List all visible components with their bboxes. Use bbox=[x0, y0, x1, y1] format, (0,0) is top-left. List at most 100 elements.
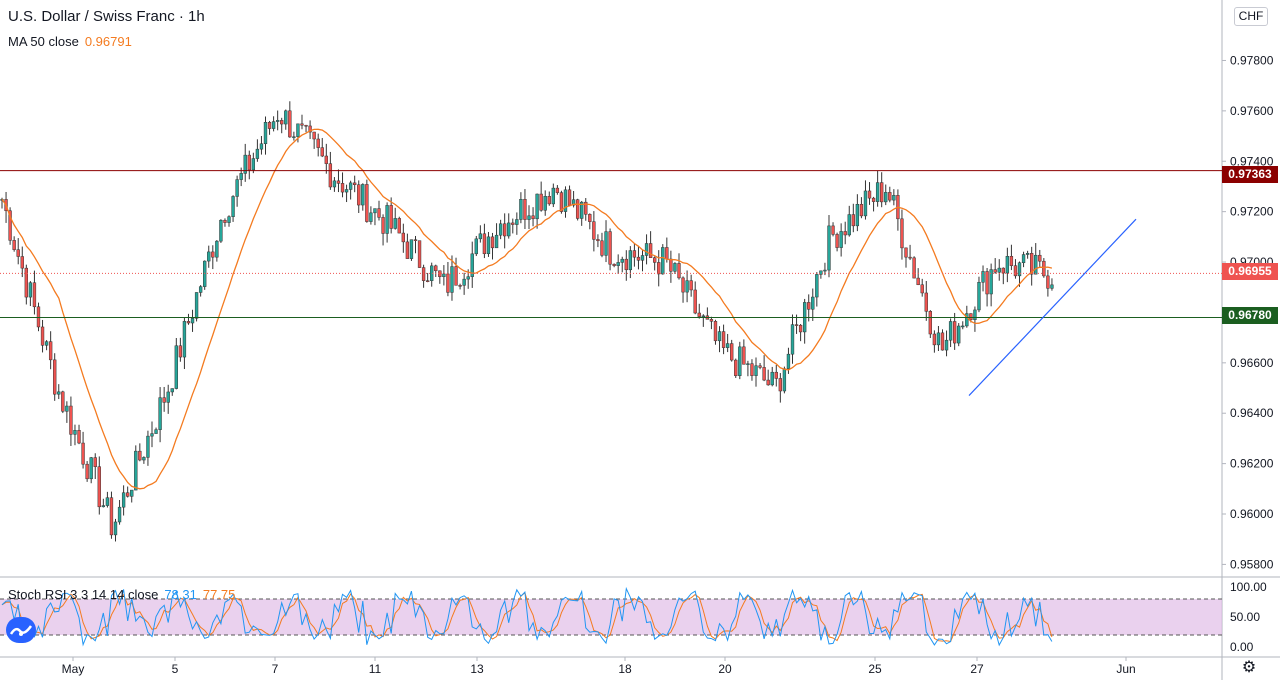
gear-icon[interactable]: ⚙ bbox=[1241, 659, 1257, 676]
candle-body bbox=[182, 321, 187, 358]
candle-body bbox=[409, 239, 414, 259]
candle-body bbox=[640, 255, 645, 261]
candle-body bbox=[973, 309, 977, 321]
candle-body bbox=[730, 343, 734, 361]
candle-body bbox=[957, 325, 961, 344]
candle-body bbox=[774, 371, 778, 379]
candle-body bbox=[843, 231, 847, 236]
candle-body bbox=[977, 281, 981, 311]
candle-body bbox=[847, 214, 851, 236]
candle-body bbox=[535, 193, 539, 220]
time-tick-label: 27 bbox=[970, 662, 984, 676]
candle-body bbox=[823, 269, 827, 272]
candle-body bbox=[482, 233, 487, 255]
ma-legend: MA 50 close 0.96791 bbox=[8, 34, 132, 49]
candle-body bbox=[677, 263, 681, 279]
candle-body bbox=[1009, 256, 1014, 266]
candle-body bbox=[490, 236, 495, 249]
candle-body bbox=[794, 324, 799, 326]
candle-body bbox=[673, 263, 677, 272]
time-tick-label: 20 bbox=[718, 662, 732, 676]
candle-body bbox=[596, 239, 600, 242]
candle-body bbox=[807, 302, 811, 310]
tradingview-logo-icon[interactable] bbox=[6, 617, 36, 643]
candle-body bbox=[884, 192, 888, 203]
candle-body bbox=[57, 391, 61, 395]
candle-body bbox=[523, 199, 527, 220]
candle-body bbox=[498, 223, 503, 236]
candle-body bbox=[267, 122, 272, 129]
candle-body bbox=[503, 223, 507, 237]
candle-body bbox=[186, 321, 191, 324]
candle-body bbox=[454, 266, 458, 286]
candle-body bbox=[170, 388, 174, 393]
support-price-tag: 0.96780 bbox=[1222, 307, 1278, 324]
candle-body bbox=[1050, 284, 1054, 289]
candle-body bbox=[81, 442, 85, 465]
candle-body bbox=[178, 345, 183, 358]
candle-body bbox=[373, 208, 377, 214]
candle-body bbox=[547, 196, 551, 205]
candle-body bbox=[288, 110, 292, 138]
candle-body bbox=[1017, 262, 1022, 277]
stoch-label: Stoch RSI 3 3 14 14 close bbox=[8, 587, 159, 602]
current-price-tag: 0.96955 bbox=[1222, 263, 1278, 280]
candle-body bbox=[948, 321, 953, 341]
candle-body bbox=[296, 123, 300, 137]
candle-body bbox=[531, 215, 535, 220]
candle-body bbox=[61, 391, 65, 412]
candle-body bbox=[770, 371, 774, 386]
candle-body bbox=[316, 138, 320, 148]
candle-body bbox=[121, 492, 126, 508]
candle-body bbox=[470, 253, 474, 277]
candle-body bbox=[665, 247, 669, 260]
candle-body bbox=[105, 497, 110, 506]
candle-body bbox=[166, 391, 170, 403]
candle-body bbox=[989, 269, 993, 295]
candle-body bbox=[425, 280, 430, 282]
candle-body bbox=[721, 331, 726, 348]
candle-body bbox=[754, 365, 758, 376]
time-tick-label: 5 bbox=[172, 662, 179, 676]
resistance-price-tag: 0.97363 bbox=[1222, 166, 1278, 183]
candle-body bbox=[263, 122, 268, 145]
ma-value: 0.96791 bbox=[84, 34, 132, 49]
candle-body bbox=[219, 219, 223, 242]
candle-body bbox=[940, 332, 945, 351]
candle-body bbox=[819, 270, 823, 275]
candle-body bbox=[227, 216, 231, 223]
candle-body bbox=[142, 457, 146, 461]
candle-body bbox=[28, 282, 33, 298]
candle-body bbox=[320, 147, 324, 157]
candle-body bbox=[661, 247, 665, 275]
candle-body bbox=[462, 278, 466, 286]
candle-body bbox=[580, 201, 584, 219]
candle-body bbox=[685, 280, 689, 293]
candle-body bbox=[993, 269, 997, 273]
candle-body bbox=[401, 232, 405, 243]
candle-body bbox=[312, 131, 316, 140]
candle-body bbox=[725, 343, 730, 348]
candle-body bbox=[567, 189, 572, 206]
candle-body bbox=[215, 240, 219, 258]
candle-body bbox=[385, 205, 389, 234]
candle-body bbox=[494, 234, 499, 249]
candle-body bbox=[417, 240, 422, 268]
candle-body bbox=[247, 154, 251, 171]
candle-body bbox=[997, 267, 1001, 273]
currency-badge[interactable]: CHF bbox=[1234, 7, 1268, 26]
candle-body bbox=[1013, 265, 1018, 277]
candle-body bbox=[211, 251, 215, 258]
candle-body bbox=[478, 233, 483, 240]
candle-body bbox=[434, 265, 438, 272]
candle-body bbox=[871, 197, 876, 202]
price-tick-label: 0.96000 bbox=[1230, 507, 1274, 521]
candle-body bbox=[1030, 253, 1034, 275]
candle-body bbox=[344, 189, 349, 193]
candle-body bbox=[85, 463, 89, 480]
candle-body bbox=[36, 306, 41, 328]
candle-body bbox=[134, 450, 138, 491]
candle-body bbox=[867, 190, 872, 199]
